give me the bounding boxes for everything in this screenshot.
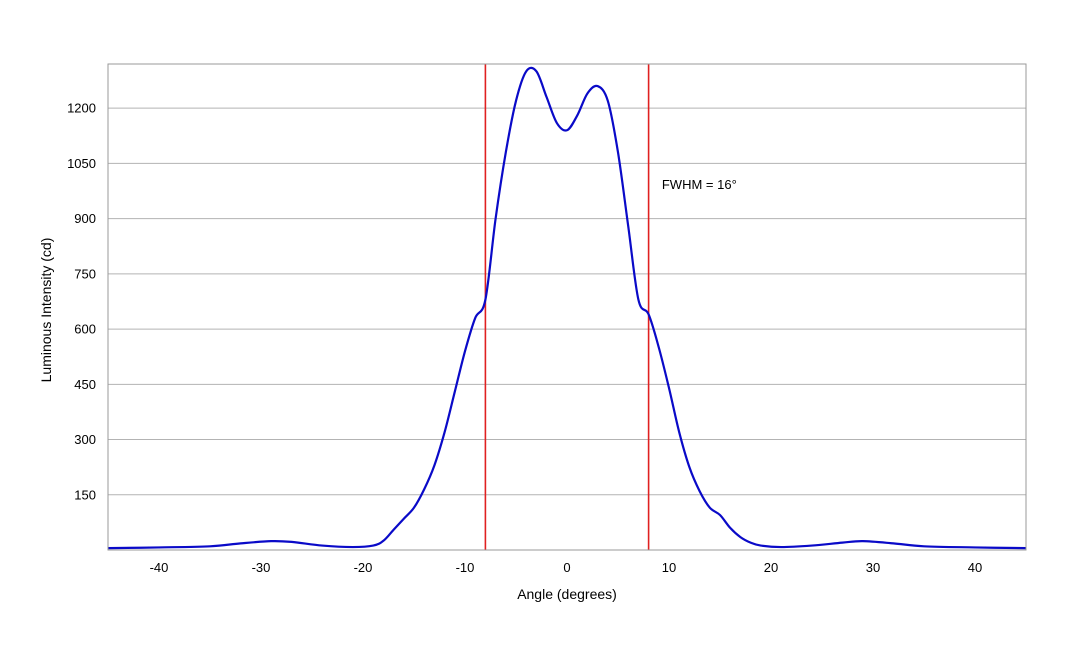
y-tick-label: 450 [74,377,96,392]
x-tick-label: -20 [354,560,373,575]
x-tick-label: 0 [563,560,570,575]
y-tick-label: 750 [74,266,96,281]
x-tick-label: -40 [150,560,169,575]
grid-lines [108,107,1026,496]
y-tick-label: 300 [74,432,96,447]
y-axis-ticks: 150 300 450 600 750 900 1050 1200 [67,101,96,503]
series-group [107,66,1027,550]
plot-frame [107,63,1027,551]
series-line-0 [107,66,1027,550]
y-axis-label: Luminous Intensity (cd) [38,238,54,383]
x-axis-label: Angle (degrees) [517,586,617,602]
x-tick-label: -30 [252,560,271,575]
y-tick-label: 1050 [67,156,96,171]
fwhm-annotation: FWHM = 16° [662,177,737,192]
x-tick-label: 30 [866,560,880,575]
y-tick-label: 900 [74,211,96,226]
y-tick-label: 1200 [67,101,96,116]
x-tick-label: 10 [662,560,676,575]
x-tick-label: 20 [764,560,778,575]
x-axis-ticks: -40 -30 -20 -10 0 10 20 30 40 [150,560,983,575]
y-tick-label: 150 [74,487,96,502]
y-tick-label: 600 [74,322,96,337]
fwhm-markers [484,64,650,550]
x-tick-label: -10 [456,560,475,575]
annotations: FWHM = 16° [662,177,737,192]
x-tick-label: 40 [968,560,982,575]
